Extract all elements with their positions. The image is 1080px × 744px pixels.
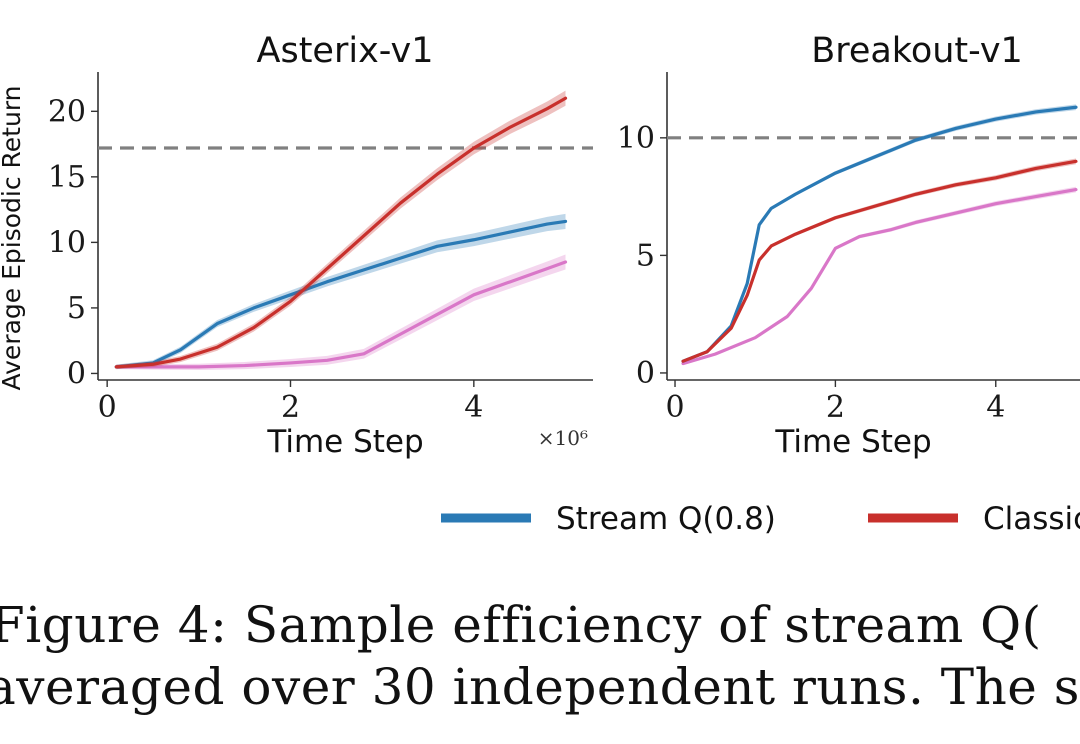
caption-line-1: Figure 4: Sample efficiency of stream Q( — [0, 596, 1042, 654]
x-tick-label: 4 — [464, 390, 483, 425]
y-tick-label: 10 — [48, 225, 86, 260]
y-tick-label: 15 — [48, 160, 86, 195]
x-tick-label: 2 — [826, 390, 845, 425]
x-tick-label: 4 — [986, 390, 1005, 425]
x-tick-label: 0 — [665, 390, 684, 425]
legend-label: Classic — [983, 501, 1080, 537]
series-band-classic — [116, 90, 566, 370]
panel-1: Breakout-v1 0 5 10 0 2 4 Time Step — [617, 31, 1080, 460]
y-tick-label: 10 — [617, 121, 655, 156]
x-axis-label: Time Step — [774, 424, 931, 460]
panel-0: Asterix-v1 0 5 10 15 20 0 2 4 Time Step Average Ep… — [0, 31, 593, 460]
x-axis-label: Time Step — [266, 424, 423, 460]
series-band-third — [683, 186, 1076, 365]
y-tick-label: 0 — [67, 356, 86, 391]
x-multiplier-label: ×10⁶ — [538, 426, 588, 450]
series-line-third — [681, 187, 1078, 366]
x-tick-label: 2 — [281, 390, 300, 425]
y-axis-label: Average Episodic Return — [0, 85, 26, 390]
legend-item-stream_q: Stream Q(0.8) — [441, 501, 776, 537]
legend: Stream Q(0.8) Classic — [441, 501, 1080, 537]
y-tick-label: 20 — [48, 94, 86, 129]
y-tick-label: 0 — [636, 356, 655, 391]
series-line-third — [114, 260, 568, 369]
series-band-third — [116, 254, 566, 371]
legend-item-classic: Classic — [868, 501, 1080, 537]
panel-title: Asterix-v1 — [257, 31, 434, 71]
panel-title: Breakout-v1 — [811, 31, 1023, 71]
x-tick-label: 0 — [98, 390, 117, 425]
series-band-classic — [683, 158, 1076, 363]
y-tick-label: 5 — [636, 238, 655, 273]
series-line-classic — [114, 96, 568, 369]
caption-line-2: averaged over 30 independent runs. The s… — [0, 658, 1080, 716]
series-line-classic — [681, 159, 1078, 363]
y-tick-label: 5 — [67, 291, 86, 326]
legend-label: Stream Q(0.8) — [556, 501, 776, 537]
series-line-stream_q — [114, 219, 568, 369]
series-line-stream_q — [681, 105, 1078, 363]
